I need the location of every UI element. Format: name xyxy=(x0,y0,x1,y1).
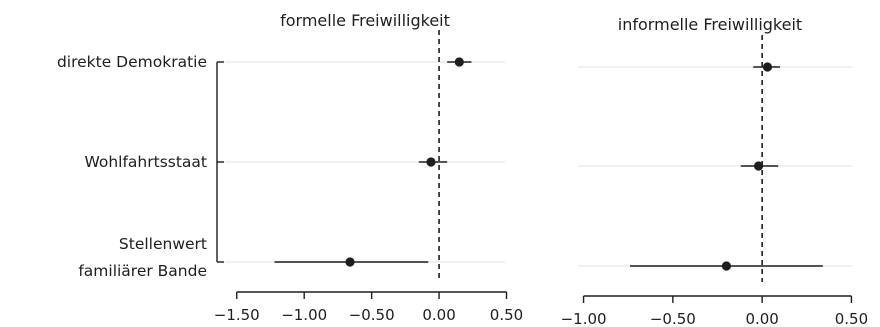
category-label-line: familiärer Bande xyxy=(78,262,207,280)
point-estimate xyxy=(753,161,764,171)
panel-title: informelle Freiwilligkeit xyxy=(618,15,802,34)
category-label: Wohlfahrtsstaat xyxy=(84,153,207,171)
x-tick-label: −1.00 xyxy=(281,306,327,324)
x-tick-label: 0.00 xyxy=(745,310,778,327)
chart-panels: formelle Freiwilligkeit −1.50 −1.00 −0.50 0.… xyxy=(57,11,868,327)
x-tick-label: 0.50 xyxy=(490,306,523,324)
panel-1: formelle Freiwilligkeit −1.50 −1.00 −0.50 0.… xyxy=(57,11,523,324)
category-label-line: Stellenwert xyxy=(119,235,207,253)
point-estimate xyxy=(345,257,355,267)
x-tick-label: −1.50 xyxy=(214,306,260,324)
x-tick-label: −1.00 xyxy=(561,310,607,327)
x-tick-label: −0.50 xyxy=(650,310,696,327)
point-estimate xyxy=(426,157,436,167)
category-label: direkte Demokratie xyxy=(57,53,207,71)
panel-title: formelle Freiwilligkeit xyxy=(280,11,450,30)
point-estimate xyxy=(454,57,464,67)
x-tick-label: 0.50 xyxy=(835,310,868,327)
point-estimate xyxy=(762,62,773,72)
x-tick-label: −0.50 xyxy=(349,306,395,324)
panel-2: informelle Freiwilligkeit −1.00 −0.50 0.00 0… xyxy=(561,15,869,327)
x-tick-label: 0.00 xyxy=(422,306,455,324)
category-label: Stellenwert familiärer Bande xyxy=(78,235,207,280)
point-estimate xyxy=(721,261,732,271)
